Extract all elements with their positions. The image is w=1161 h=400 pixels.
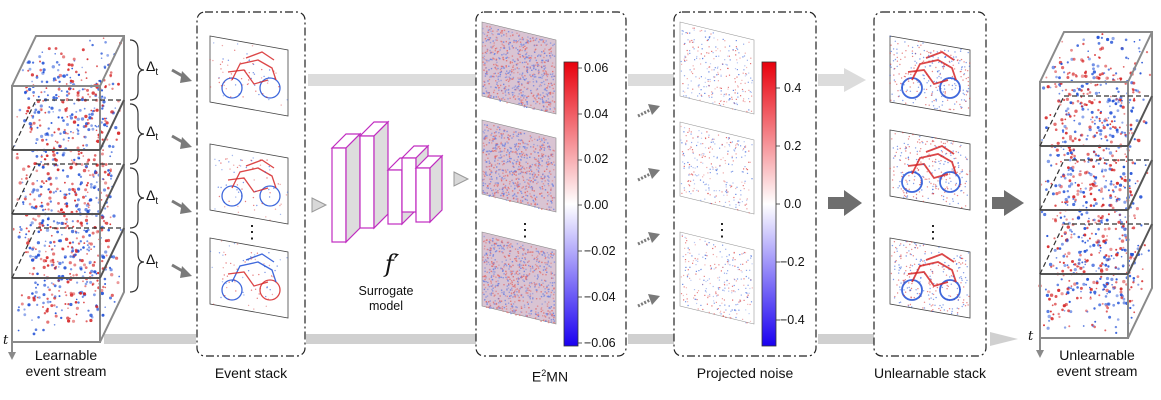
e2mn-label: E2MN [531,368,569,385]
noise-to-stack-arrow [828,190,862,216]
e2mn-to-noise-arrows [637,104,660,308]
delta-t-label-4: Δt [146,251,159,271]
cbar1-tick-4: −0.02 [584,244,616,258]
top-flow-line-1 [308,74,476,86]
time-axis-label-left: t [3,333,9,348]
bottom-flow-line-3 [628,334,674,344]
bottom-flow-line-4 [818,334,874,344]
bottom-flow-line-1 [104,334,196,344]
bottom-flow-line-2 [306,334,476,344]
noise-colorbar [761,61,777,347]
cbar2-tick-4: −0.4 [780,313,805,327]
time-axis-label-right: t [1028,329,1034,344]
cbar1-tick-5: −0.04 [584,290,616,304]
stack-to-model-arrow [311,197,328,213]
stack-to-stream-arrow [992,190,1024,216]
noise-ellipsis: ⋮ [713,220,731,240]
learnable-cube [8,35,125,360]
delta-t-label-3: Δt [146,187,159,207]
top-flow-line-2 [628,74,674,86]
event-stack-label: Event stack [214,365,288,381]
delta-t-label-1: Δt [146,58,159,78]
learnable-stream-label: Learnable event stream [25,347,107,379]
e2mn-ellipsis: ⋮ [516,220,534,240]
cbar1-tick-2: 0.02 [584,152,609,166]
unlearnable-stream-label: Unlearnable event stream [1056,347,1138,379]
top-flow-arrow [844,68,866,92]
time-axis-arrow [8,352,16,360]
bottom-flow-arrow [990,332,1018,346]
cbar2-tick-2: 0.0 [784,197,802,211]
e2mn-colorbar [563,61,579,347]
unlearnable-stack-box [873,11,987,357]
temporal-braces [129,39,145,293]
f-prime-label: f′ [384,250,400,278]
delta-t-label-2: Δt [146,123,159,143]
cbar1-tick-6: −0.06 [584,336,616,350]
cbar2-tick-1: 0.2 [784,139,802,153]
cbar1-tick-0: 0.06 [584,61,609,75]
e2mn-box [475,11,627,357]
cbar1-tick-3: 0.00 [584,198,609,212]
surrogate-network [330,120,444,244]
cbar2-tick-3: −0.2 [780,255,805,269]
unlearnable-cube [1036,31,1153,358]
event-stack-ellipsis: ⋮ [243,222,261,242]
model-to-e2mn-arrow [453,171,470,187]
flow-lines [104,68,1018,346]
unlearnable-stack-label: Unlearnable stack [873,365,987,381]
projected-noise-label: Projected noise [696,365,794,381]
stream-to-stack-arrows [171,68,192,278]
top-flow-line-3 [818,74,844,86]
surrogate-model-label: Surrogate model [358,284,414,313]
unlearnable-ellipsis: ⋮ [924,222,942,242]
cbar1-tick-1: 0.04 [584,107,609,121]
event-stack-box [196,11,306,357]
cbar2-tick-0: 0.4 [784,81,802,95]
